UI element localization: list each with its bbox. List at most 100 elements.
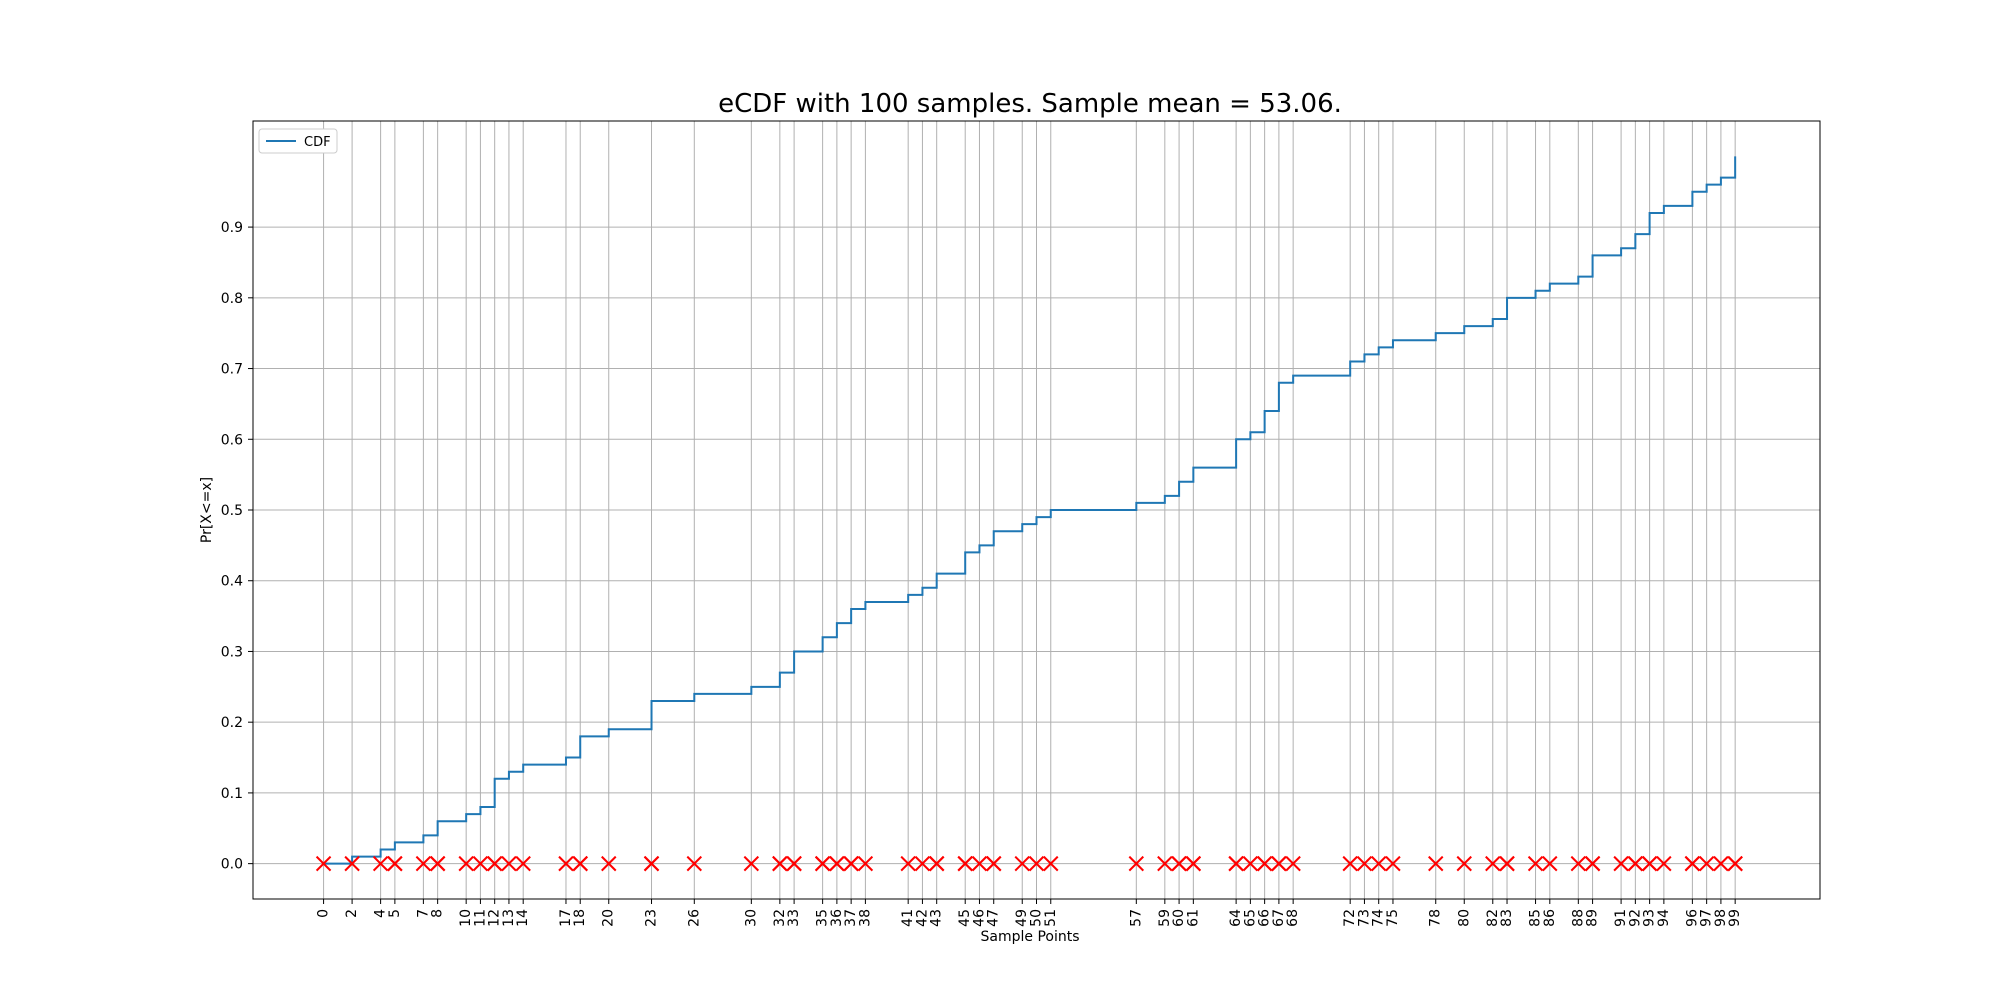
x-tick-label: 68 xyxy=(1285,909,1301,927)
sample-marker xyxy=(486,855,503,872)
sample-marker xyxy=(472,855,489,872)
y-tick-label: 0.9 xyxy=(221,220,243,236)
x-tick-label: 18 xyxy=(572,909,588,927)
legend-box xyxy=(258,128,338,154)
x-tick-label: 66 xyxy=(1257,909,1273,927)
x-tick-label: 97 xyxy=(1699,909,1715,927)
sample-marker xyxy=(1428,855,1444,872)
sample-marker xyxy=(786,855,802,872)
x-tick-label: 91 xyxy=(1613,909,1629,927)
y-tick-label: 0.5 xyxy=(221,503,243,519)
sample-marker xyxy=(315,855,332,872)
x-tick-label: 98 xyxy=(1713,909,1729,927)
x-tick-label: 50 xyxy=(1029,909,1045,927)
x-tick-label: 75 xyxy=(1385,909,1401,927)
x-tick-label: 61 xyxy=(1185,909,1201,927)
sample-marker xyxy=(1627,855,1644,872)
sample-marker xyxy=(1684,855,1701,872)
sample-marker xyxy=(387,855,403,872)
sample-marker xyxy=(415,855,432,872)
y-tick-label: 0.2 xyxy=(221,715,243,731)
x-tick-label: 47 xyxy=(986,909,1002,927)
sample-marker xyxy=(1171,855,1187,872)
x-tick-label: 59 xyxy=(1157,909,1173,927)
sample-marker xyxy=(1385,855,1401,872)
sample-marker xyxy=(1157,855,1173,872)
y-axis-ticks: 0.0 0.1 0.2 0.3 0.4 0.5 0.6 0.7 0.8 0.9 xyxy=(221,220,253,873)
x-tick-label: 35 xyxy=(815,909,831,927)
sample-marker xyxy=(501,855,517,872)
sample-marker xyxy=(743,855,760,872)
sample-marker xyxy=(643,855,660,872)
sample-marker xyxy=(928,855,945,872)
x-tick-label: 2 xyxy=(344,909,360,918)
sample-marker xyxy=(1641,855,1658,872)
sample-marker xyxy=(1356,855,1373,872)
x-tick-label: 12 xyxy=(487,909,503,927)
sample-marker xyxy=(429,855,446,872)
sample-marker xyxy=(558,855,574,872)
x-tick-label: 42 xyxy=(914,909,930,927)
sample-marker xyxy=(1527,855,1544,872)
cdf-series xyxy=(323,156,1737,865)
x-tick-label: 36 xyxy=(829,909,845,927)
x-tick-label: 78 xyxy=(1428,909,1444,927)
grid-lines xyxy=(253,121,1820,899)
x-tick-label: 23 xyxy=(644,909,660,927)
x-axis-label: Sample Points xyxy=(981,929,1080,945)
y-tick-label: 0.0 xyxy=(221,857,243,873)
sample-marker xyxy=(986,855,1002,872)
sample-marker xyxy=(1043,855,1059,872)
sample-marker xyxy=(1370,855,1387,872)
x-tick-label: 45 xyxy=(957,909,973,927)
x-tick-label: 37 xyxy=(843,909,859,927)
y-tick-label: 0.7 xyxy=(221,362,243,378)
sample-marker xyxy=(1713,855,1729,872)
x-tick-label: 60 xyxy=(1171,909,1187,927)
x-tick-label: 49 xyxy=(1014,909,1030,927)
x-tick-label: 0 xyxy=(316,909,332,918)
x-tick-label: 85 xyxy=(1528,909,1544,927)
x-tick-label: 51 xyxy=(1043,909,1059,927)
sample-marker xyxy=(1570,855,1587,872)
x-tick-label: 83 xyxy=(1499,909,1515,927)
x-tick-label: 65 xyxy=(1242,909,1258,927)
x-tick-label: 8 xyxy=(430,909,446,918)
sample-marker xyxy=(1271,855,1287,872)
sample-marker xyxy=(914,855,931,872)
sample-marker xyxy=(1456,855,1472,872)
sample-marker xyxy=(572,855,588,872)
sample-marker xyxy=(1128,855,1145,872)
sample-marker xyxy=(857,855,874,872)
x-tick-label: 30 xyxy=(743,909,759,927)
x-tick-label: 11 xyxy=(472,909,488,927)
cdf-line xyxy=(323,156,1737,865)
x-tick-label: 46 xyxy=(971,909,987,927)
y-tick-label: 0.3 xyxy=(221,644,243,660)
sample-marker xyxy=(772,855,788,872)
x-tick-label: 7 xyxy=(415,909,431,918)
sample-marker xyxy=(601,855,617,872)
x-tick-label: 72 xyxy=(1342,909,1358,927)
x-tick-label: 80 xyxy=(1456,909,1472,927)
x-tick-label: 82 xyxy=(1485,909,1501,927)
sample-marker xyxy=(900,855,916,872)
sample-marker xyxy=(1185,855,1202,872)
x-tick-label: 89 xyxy=(1585,909,1601,927)
x-tick-label: 32 xyxy=(772,909,788,927)
y-tick-label: 0.4 xyxy=(221,574,243,590)
x-tick-label: 94 xyxy=(1656,909,1672,927)
sample-marker xyxy=(686,855,703,872)
sample-marker xyxy=(829,855,845,872)
sample-marker xyxy=(372,855,389,872)
x-tick-label: 10 xyxy=(458,909,474,927)
x-tick-label: 73 xyxy=(1356,909,1372,927)
y-axis-label: Pr[X<=x] xyxy=(199,477,215,543)
x-tick-label: 43 xyxy=(929,909,945,927)
sample-marker xyxy=(1698,855,1715,872)
sample-marker xyxy=(1613,855,1629,872)
chart-title: eCDF with 100 samples. Sample mean = 53.… xyxy=(718,89,1342,119)
sample-marker xyxy=(1727,855,1743,872)
x-tick-label: 96 xyxy=(1684,909,1700,927)
sample-marker xyxy=(1228,855,1244,872)
